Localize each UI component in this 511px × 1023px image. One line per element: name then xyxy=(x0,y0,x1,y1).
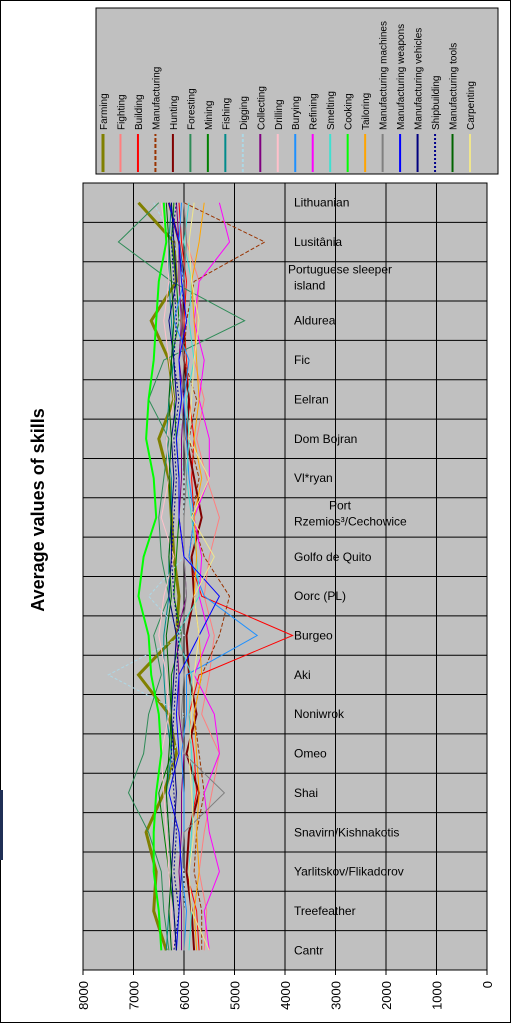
legend-label: Manufacturing tools xyxy=(449,43,460,130)
category-label: Dom Bojran xyxy=(294,432,357,446)
series-line xyxy=(137,202,168,951)
window-edge xyxy=(0,790,3,860)
series-line xyxy=(193,202,231,951)
legend-box xyxy=(95,7,499,175)
legend-label: Foresting xyxy=(186,88,197,130)
value-tick-label: 3000 xyxy=(329,981,344,1010)
value-tick-label: 0 xyxy=(480,981,495,988)
value-tick-label: 5000 xyxy=(228,981,243,1010)
value-tick-label: 1000 xyxy=(430,981,445,1010)
legend-label: Shipbuilding xyxy=(431,76,442,131)
legend-label: Fighting xyxy=(116,94,127,130)
series-line xyxy=(158,202,183,951)
series-line xyxy=(175,202,200,951)
series-line xyxy=(183,202,266,951)
series-line xyxy=(168,202,221,951)
value-tick-label: 4000 xyxy=(278,981,293,1010)
series-line xyxy=(191,202,205,951)
legend-label: Smelting xyxy=(326,91,337,130)
legend-label: Mining xyxy=(204,101,215,130)
legend-label: Collecting xyxy=(256,86,267,130)
category-label: Port Rzemios³/Cechowice xyxy=(294,498,407,528)
value-tick-label: 7000 xyxy=(127,981,142,1010)
category-label: Fic xyxy=(294,353,310,367)
legend-label: Tailoring xyxy=(361,93,372,130)
series-line xyxy=(136,201,181,951)
series-lines xyxy=(107,201,294,951)
legend-label: Manufacturing machines xyxy=(379,21,390,130)
value-tick-label: 8000 xyxy=(76,981,91,1010)
value-tick-label: 2000 xyxy=(379,981,394,1010)
value-tick-label: 6000 xyxy=(177,981,192,1010)
category-label: Omeo xyxy=(294,747,327,761)
category-label: Oorc (PL) xyxy=(294,589,346,603)
legend: Farming Fighting Building Manufacturing Hunt… xyxy=(99,21,477,172)
category-label: Aki xyxy=(294,668,311,682)
category-label: Yarlitskov/Flikadorov xyxy=(294,865,404,879)
category-label: Burgeo xyxy=(294,629,333,643)
legend-label: Building xyxy=(134,94,145,130)
category-label: Snavirn/Kishnakotis xyxy=(294,825,399,839)
value-axis-ticks: 8000 7000 6000 5000 4000 3000 2000 1000 0 xyxy=(76,970,495,1010)
series-line xyxy=(158,202,175,951)
chart-title-group: Average values of skills xyxy=(28,408,48,611)
category-label: Portuguese sleeper island xyxy=(288,262,392,292)
grid xyxy=(83,183,487,970)
series-line xyxy=(170,202,180,951)
chart-title: Average values of skills xyxy=(28,408,48,611)
legend-label: Digging xyxy=(239,96,250,130)
category-label: Noniwrok xyxy=(294,707,345,721)
category-labels: Lithuanian Lusitânia Portuguese sleeper isl… xyxy=(288,196,407,958)
category-label: Cantr xyxy=(294,943,323,957)
series-line xyxy=(107,202,185,951)
legend-label: Burying xyxy=(291,96,302,130)
legend-label: Fishing xyxy=(221,98,232,130)
category-label: Eelran xyxy=(294,392,329,406)
legend-label: Cooking xyxy=(344,93,355,130)
legend-label: Hunting xyxy=(169,96,180,130)
legend-label: Refining xyxy=(309,93,320,130)
legend-label: Drilling xyxy=(274,99,285,130)
category-label: Vl*ryan xyxy=(294,471,333,485)
category-label: Lithuanian xyxy=(294,196,349,210)
category-label: Aldurea xyxy=(294,314,336,328)
legend-label: Carpenting xyxy=(466,81,477,130)
legend-label: Farming xyxy=(99,93,110,130)
category-label: Lusitânia xyxy=(294,235,342,249)
series-line xyxy=(180,202,226,951)
legend-label: Manufacturing vehicles xyxy=(414,28,425,130)
series-line xyxy=(165,202,175,951)
series-line xyxy=(188,202,215,951)
category-label: Shai xyxy=(294,786,318,800)
category-label: Treefeather xyxy=(294,904,356,918)
legend-label: Manufacturing xyxy=(151,67,162,130)
series-line xyxy=(117,202,246,951)
legend-label: Manufacturing weapons xyxy=(396,24,407,130)
category-label: Golfo de Quito xyxy=(294,550,372,564)
